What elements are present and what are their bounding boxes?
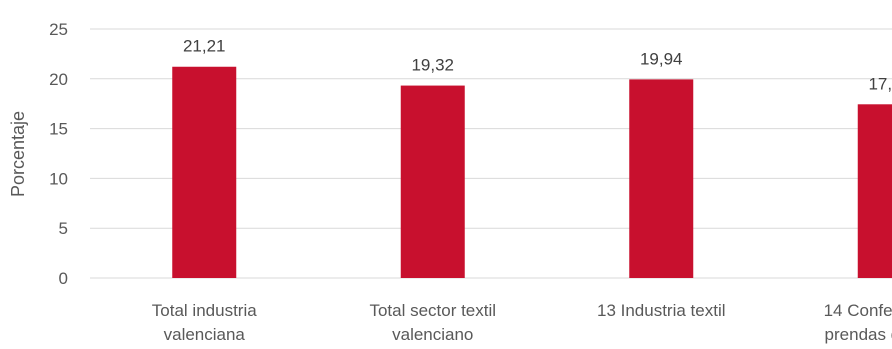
y-axis-ticks: 0 5 10 15 20 25 (49, 20, 68, 288)
data-labels: 21,21 19,32 19,94 17,44 (183, 37, 892, 94)
y-tick-label: 10 (49, 169, 68, 188)
y-tick-label: 20 (49, 70, 68, 89)
category-label: 14 Confección de (824, 301, 892, 320)
bars (172, 66, 892, 278)
category-label: 13 Industria textil (597, 301, 726, 320)
data-label: 19,32 (411, 56, 454, 75)
data-label: 17,44 (868, 74, 892, 93)
bar (172, 66, 237, 278)
bar (400, 85, 465, 278)
x-axis-categories: Total industria valenciana Total sector te… (152, 301, 892, 344)
bar (857, 104, 892, 278)
y-axis-title: Porcentaje (8, 111, 28, 197)
category-label: valenciana (164, 325, 246, 344)
category-label: Total industria (152, 301, 257, 320)
y-tick-label: 15 (49, 120, 68, 139)
category-label: Total sector textil (369, 301, 496, 320)
category-label: prendas de vestir (825, 325, 892, 344)
data-label: 19,94 (640, 49, 683, 68)
bar (629, 79, 694, 278)
y-tick-label: 25 (49, 20, 68, 39)
y-tick-label: 5 (59, 219, 68, 238)
category-label: valenciano (392, 325, 473, 344)
y-tick-label: 0 (59, 269, 68, 288)
data-label: 21,21 (183, 37, 226, 56)
